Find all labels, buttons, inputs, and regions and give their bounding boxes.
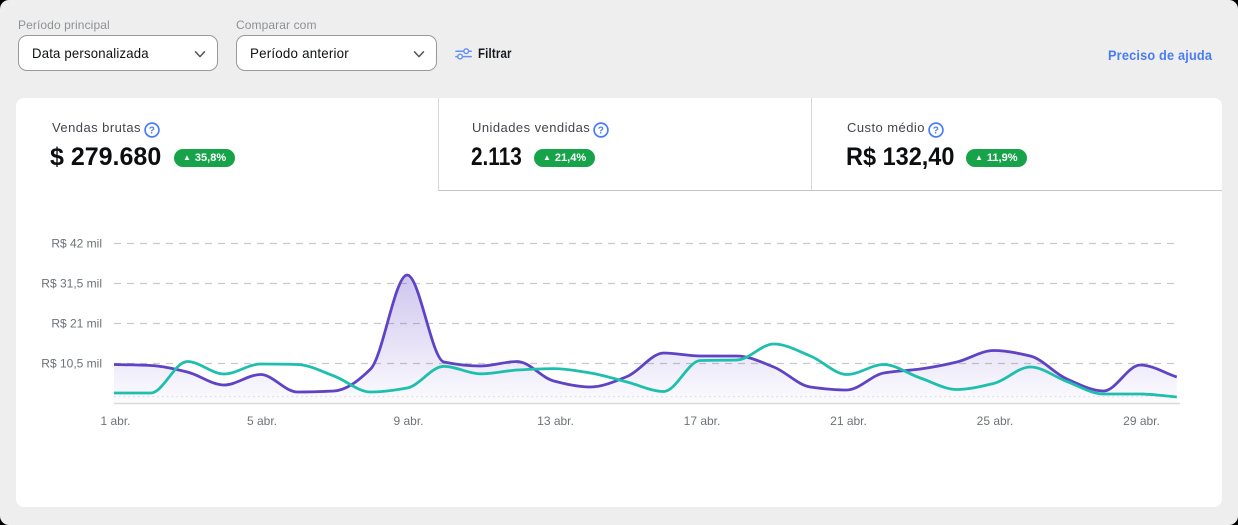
svg-text:?: ? — [149, 125, 156, 136]
svg-text:?: ? — [933, 125, 940, 136]
svg-text:?: ? — [598, 125, 605, 136]
